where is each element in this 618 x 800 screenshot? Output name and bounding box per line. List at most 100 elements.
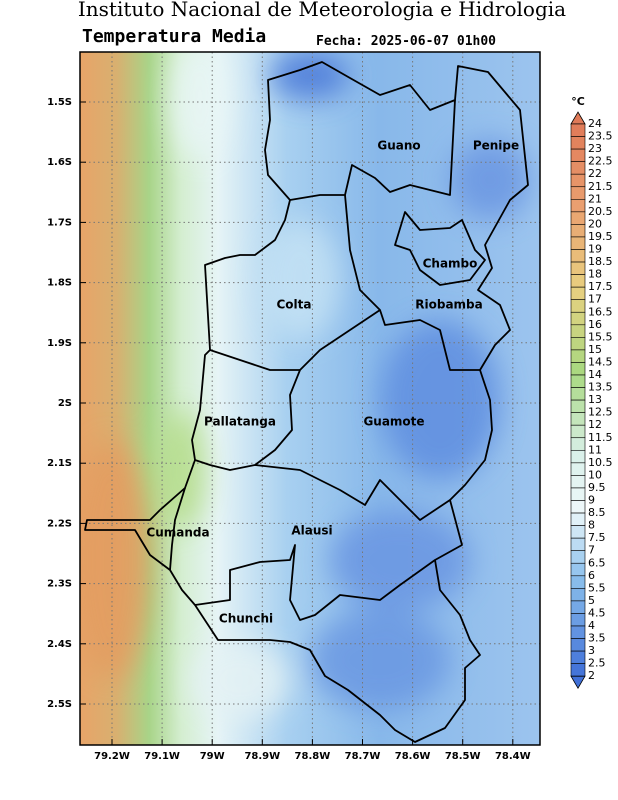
region-line: [194, 309, 381, 471]
colorbar-label: 3.5: [588, 632, 606, 645]
colorbar-band: [570, 136, 586, 150]
colorbar-label: 3: [588, 644, 595, 657]
lat-label: 1.6S: [47, 157, 72, 168]
boundaries: [84, 61, 529, 743]
colorbar-band: [570, 186, 586, 200]
colorbar-label: 24: [588, 117, 602, 130]
colorbar-label: 4: [588, 619, 595, 632]
region-label: Chambo: [423, 257, 478, 271]
lon-label: 78.9W: [244, 751, 280, 762]
region-label: Chunchi: [219, 612, 273, 626]
region-line: [394, 211, 486, 286]
colorbar-band: [570, 462, 586, 476]
region-label: Riobamba: [415, 298, 482, 312]
colorbar-band: [570, 537, 586, 552]
colorbar-band: [570, 148, 586, 162]
lat-label: 2.5S: [47, 699, 72, 710]
colorbar-label: 14.5: [588, 355, 613, 368]
lon-label: 79.1W: [144, 751, 180, 762]
colorbar-band: [570, 349, 586, 363]
colorbar-band: [570, 575, 586, 589]
colorbar-label: 16: [588, 318, 602, 331]
colorbar-label: 11: [588, 443, 602, 456]
colorbar-label: 5: [588, 594, 595, 607]
colorbar-label: 5.5: [588, 581, 606, 594]
colorbar-label: 11.5: [588, 431, 613, 444]
colorbar-band: [570, 449, 586, 464]
colorbar-band: [570, 161, 586, 175]
lat-label: 2.1S: [47, 458, 72, 469]
colorbar-band: [570, 550, 586, 564]
colorbar-label: 12: [588, 418, 602, 431]
region-line: [209, 349, 300, 371]
colorbar-label: 21.5: [588, 180, 613, 193]
colorbar-band: [570, 123, 586, 137]
colorbar-band: [570, 236, 586, 250]
colorbar-label: 6.5: [588, 556, 606, 569]
lon-label: 78.5W: [445, 751, 481, 762]
colorbar-band: [570, 500, 586, 514]
colorbar-band: [570, 224, 586, 238]
colorbar-label: 14: [588, 368, 602, 381]
lat-label: 1.9S: [47, 338, 72, 349]
colorbar-label: 18.5: [588, 255, 613, 268]
lon-label: 79W: [200, 751, 225, 762]
colorbar-band: [570, 412, 586, 426]
lat-label: 2S: [58, 398, 72, 409]
colorbar-band: [570, 650, 586, 664]
colorbar-label: 6: [588, 569, 595, 582]
colorbar-band: [570, 588, 586, 602]
colorbar-unit: °C: [571, 95, 585, 108]
region-line: [344, 194, 480, 371]
lon-label: 78.7W: [345, 751, 381, 762]
colorbar-label: 7.5: [588, 531, 606, 544]
colorbar-label: 12.5: [588, 406, 613, 419]
lat-label: 2.2S: [47, 518, 72, 529]
colorbar-band: [570, 374, 586, 388]
colorbar-band: [570, 437, 586, 451]
subtitle: Temperatura Media: [82, 26, 266, 47]
lon-label: 78.8W: [295, 751, 331, 762]
colorbar-band: [570, 286, 586, 300]
colorbar-arrow: [570, 675, 586, 689]
colorbar-label: 2: [588, 669, 595, 682]
lat-label: 2.3S: [47, 579, 72, 590]
province-outline: [84, 61, 529, 743]
region-line: [289, 99, 456, 201]
colorbar-band: [570, 261, 586, 275]
colorbar-band: [570, 362, 586, 376]
colorbar-band: [570, 600, 586, 614]
colorbar-label: 8: [588, 519, 595, 532]
colorbar-label: 4.5: [588, 606, 606, 619]
colorbar-band: [570, 625, 586, 639]
colorbar-band: [570, 249, 586, 263]
title: Instituto Nacional de Meteorologia e Hid…: [78, 0, 566, 21]
map-frame: [79, 51, 541, 746]
colorbar-band: [570, 424, 586, 439]
region-label: Pallatanga: [204, 415, 276, 429]
region-label: Colta: [277, 298, 312, 312]
colorbar-band: [570, 387, 586, 401]
colorbar-band: [570, 487, 586, 501]
region-label: Guano: [377, 139, 420, 153]
colorbar-label: 18: [588, 268, 602, 281]
colorbar-label: 9.5: [588, 481, 606, 494]
colorbar-label: 15: [588, 343, 602, 356]
colorbar-label: 20: [588, 217, 602, 230]
graticule: [80, 52, 540, 745]
colorbar-label: 19.5: [588, 230, 613, 243]
colorbar-band: [570, 613, 586, 627]
colorbar-label: 13.5: [588, 381, 613, 394]
lon-label: 78.6W: [395, 751, 431, 762]
colorbar-label: 17: [588, 293, 602, 306]
region-label: Guamote: [363, 415, 424, 429]
colorbar-band: [570, 274, 586, 288]
lon-label: 78.4W: [495, 751, 531, 762]
colorbar-label: 19: [588, 243, 602, 256]
region-line: [254, 464, 451, 521]
lat-label: 1.5S: [47, 97, 72, 108]
colorbar-band: [570, 475, 586, 489]
colorbar-band: [570, 324, 586, 338]
colorbar-label: 17.5: [588, 280, 613, 293]
